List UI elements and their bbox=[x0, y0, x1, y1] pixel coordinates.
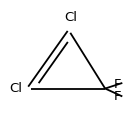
Text: F: F bbox=[113, 78, 121, 91]
Text: Cl: Cl bbox=[64, 11, 77, 24]
Text: Cl: Cl bbox=[10, 82, 23, 95]
Text: F: F bbox=[113, 90, 121, 103]
